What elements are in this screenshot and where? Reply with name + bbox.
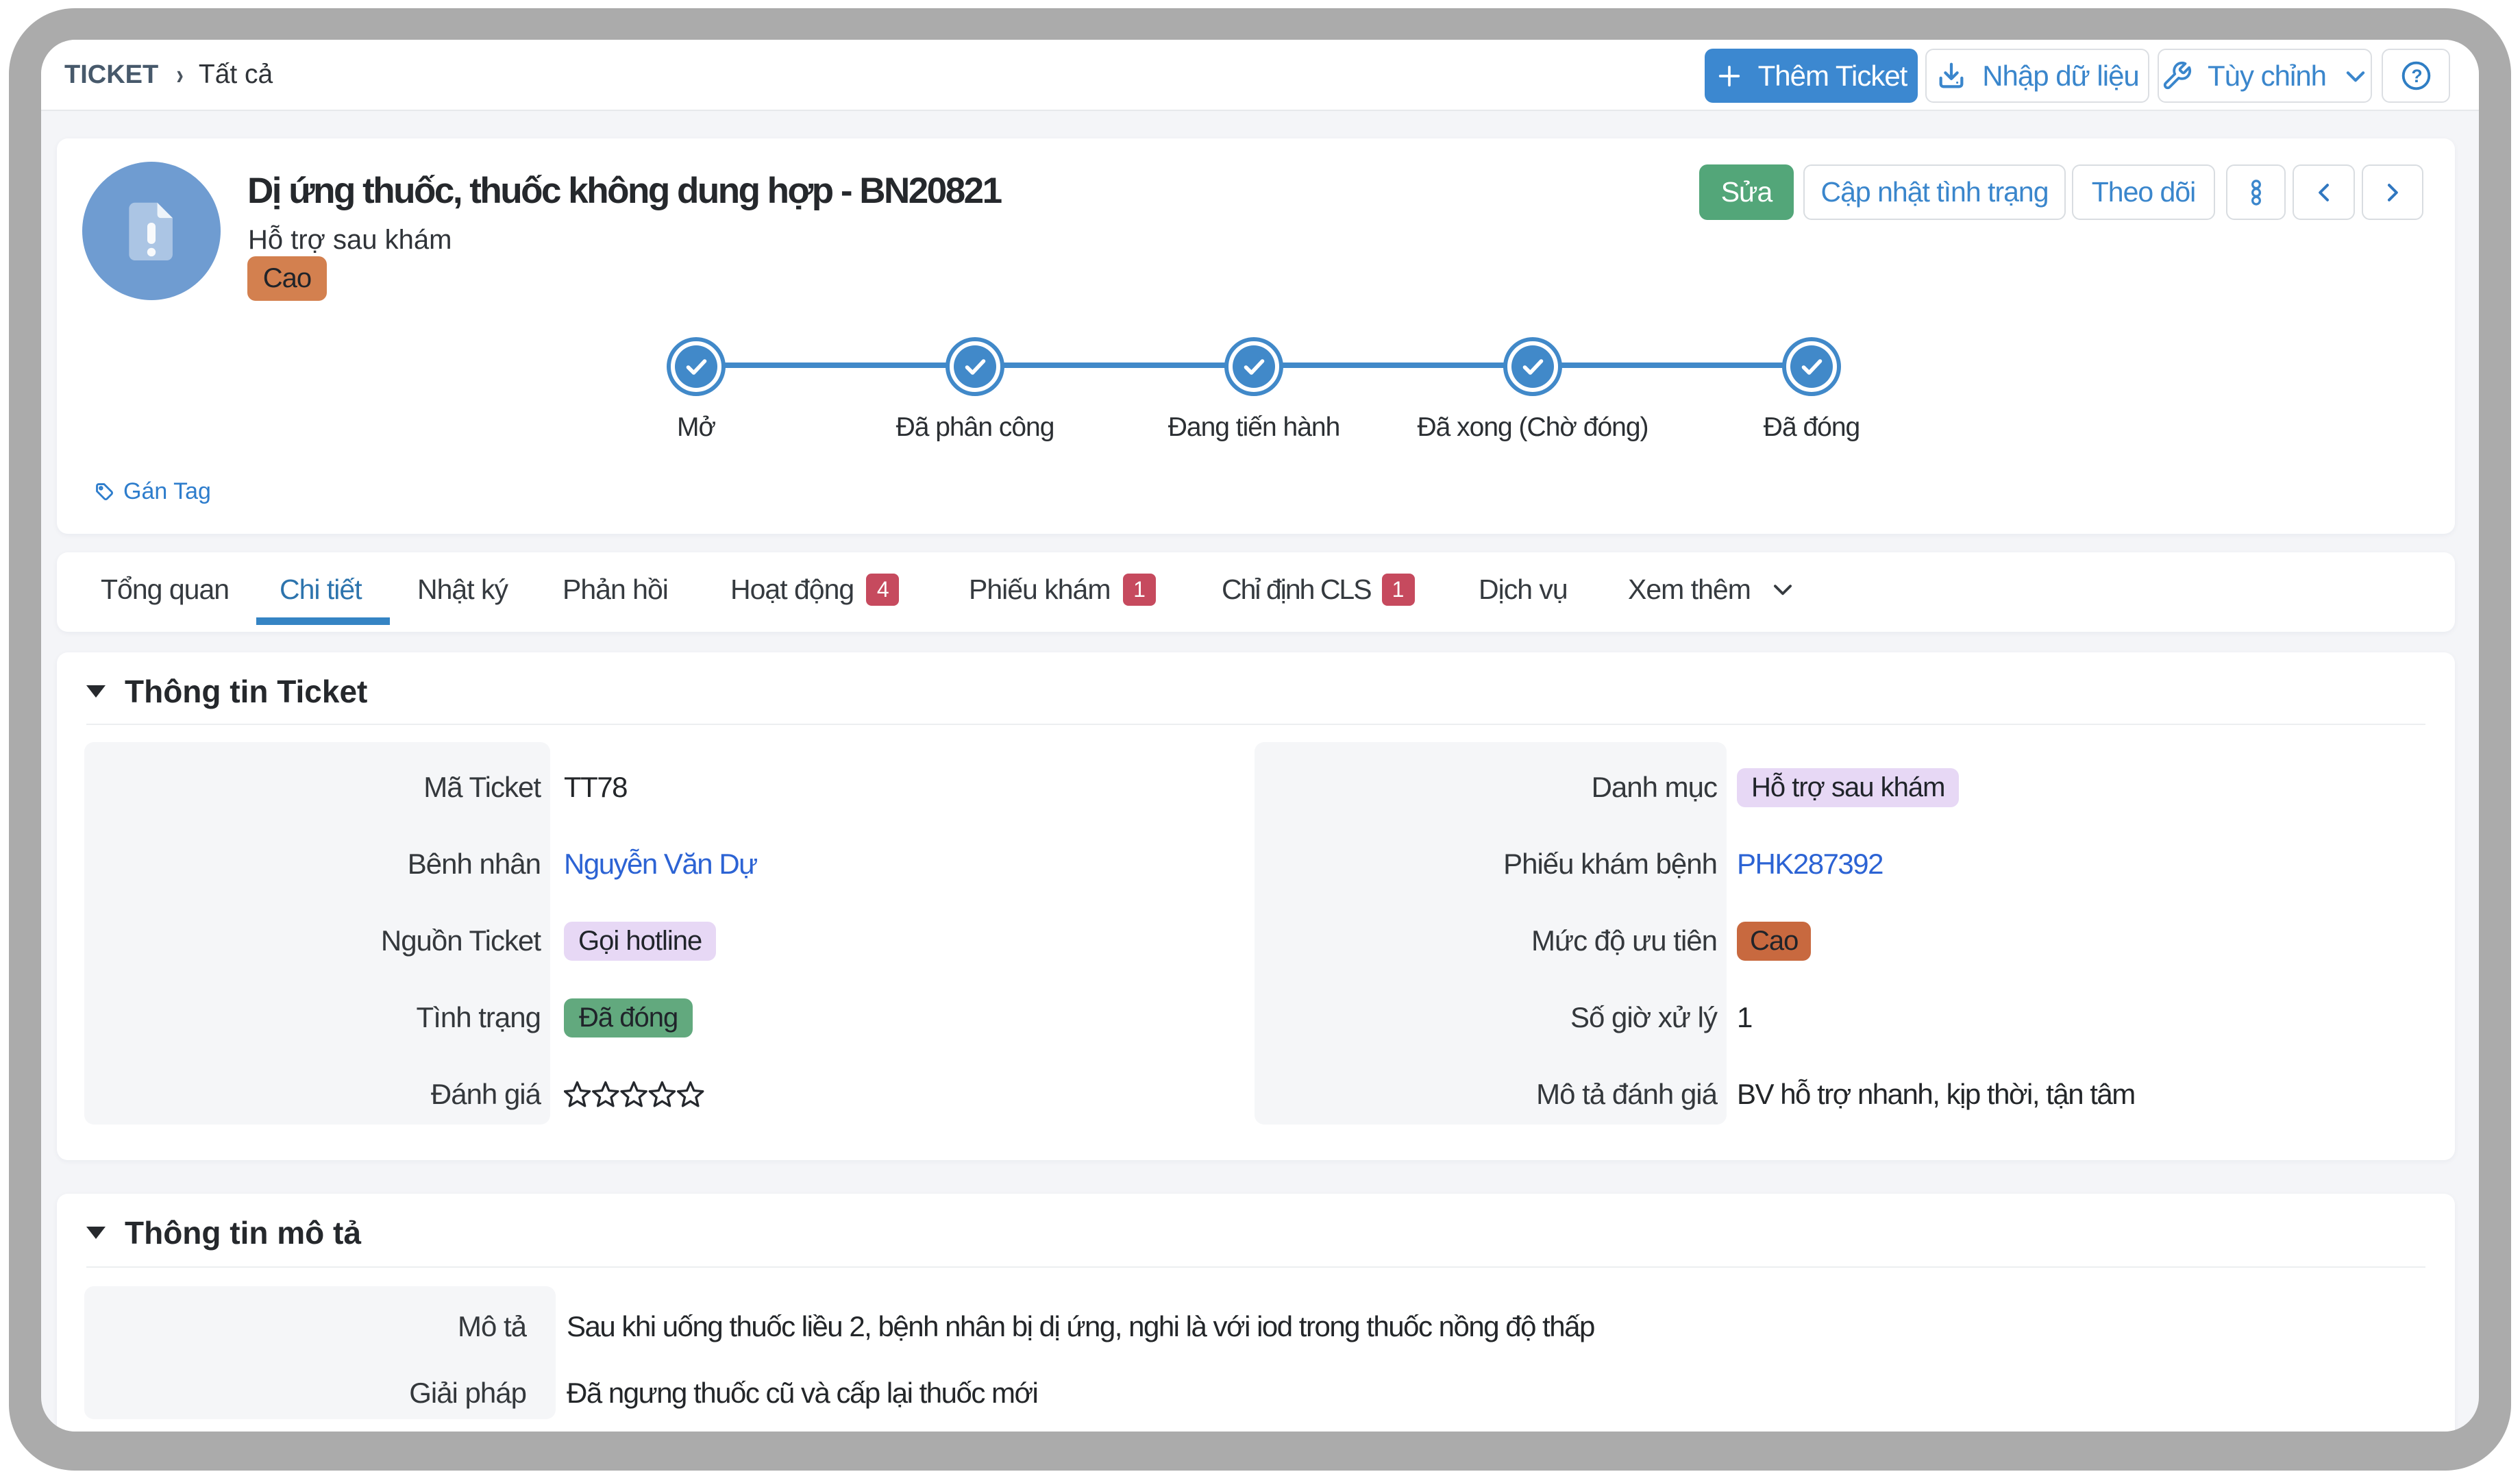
svg-text:?: ? [2411, 66, 2421, 86]
